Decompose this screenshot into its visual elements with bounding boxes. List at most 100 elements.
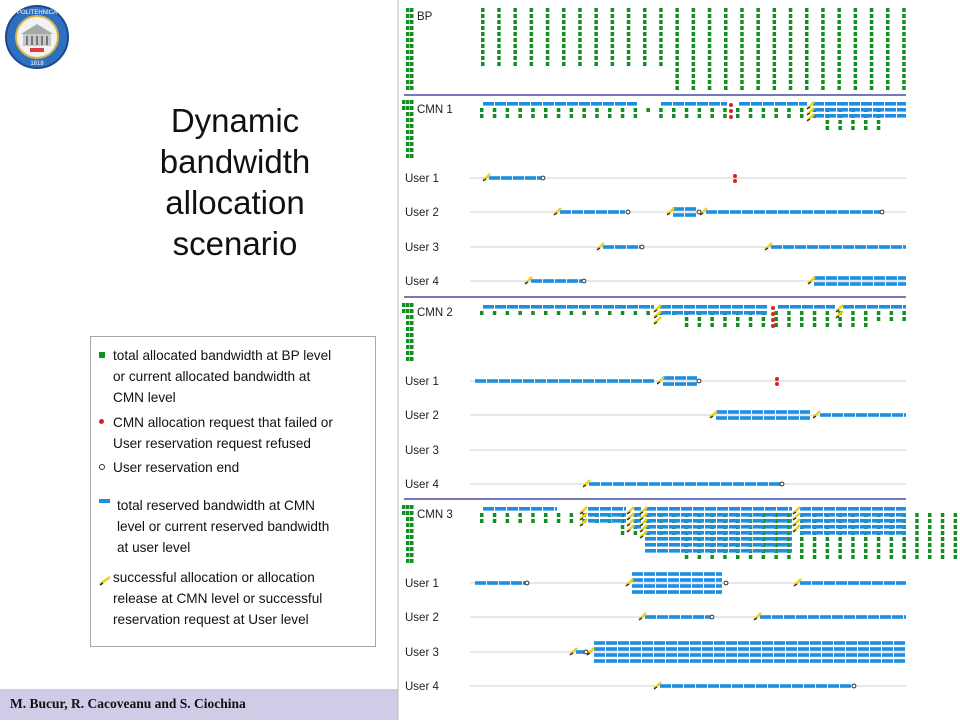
cmn-reserved-segment — [884, 525, 895, 529]
cmn-reserved-segment — [800, 507, 811, 511]
bp-axis-marks — [406, 74, 410, 78]
bp-bandwidth-column — [837, 44, 841, 48]
user-reserved-segment — [752, 410, 763, 414]
bp-bandwidth-column — [707, 50, 712, 54]
bp-bandwidth-column — [772, 74, 777, 78]
bp-bandwidth-column — [788, 74, 793, 78]
user-reserved-segment — [644, 578, 655, 582]
cmn-label: CMN 1 — [417, 104, 453, 116]
bp-bandwidth-column — [578, 32, 582, 36]
user-reserved-segment — [750, 653, 761, 657]
cmn-reserved-segment — [824, 513, 835, 517]
user-reserved-segment — [774, 659, 785, 663]
user-reserved-segment — [595, 379, 606, 383]
cmn-allocated-column — [492, 108, 497, 112]
bp-bandwidth-column — [724, 86, 728, 90]
cmn-reserved-segment — [588, 519, 599, 523]
user-reserved-segment — [656, 590, 667, 594]
cmn-reserved-segment — [672, 311, 683, 315]
cmn-reserved-segment — [603, 102, 614, 106]
user-label: User 4 — [405, 479, 439, 491]
bp-bandwidth-column — [675, 80, 679, 84]
user-reserved-segment — [788, 416, 799, 420]
cmn-reserved-segment — [624, 519, 626, 523]
cmn-reserved-segment — [837, 114, 848, 118]
user-reserved-segment — [786, 653, 797, 657]
cmn-allocated-column — [953, 531, 958, 535]
cmn-allocated-column — [710, 555, 714, 559]
legend-text: successful allocation or allocation rele… — [113, 570, 323, 627]
user-reserved-segment — [672, 684, 683, 688]
bp-bandwidth-column — [675, 74, 679, 78]
bp-axis-marks — [406, 56, 410, 60]
bp-bandwidth-column — [562, 14, 566, 18]
bp-bandwidth-column — [837, 56, 841, 60]
cmn-axis-marks — [410, 321, 414, 325]
user-reserved-segment — [475, 379, 486, 383]
cmn-allocated-column — [915, 537, 919, 541]
bp-bandwidth-column — [740, 86, 744, 90]
cmn-allocated-column — [774, 531, 778, 535]
user-reserved-segment — [800, 410, 810, 414]
cmn-reserved-segment — [657, 543, 668, 547]
bp-bandwidth-column — [724, 38, 728, 42]
user-reserved-segment — [714, 659, 725, 663]
bp-bandwidth-column — [578, 26, 582, 30]
cmn-allocated-column — [710, 114, 714, 118]
bp-bandwidth-column — [724, 14, 728, 18]
cmn-allocated-column — [659, 114, 663, 118]
user-success-check — [524, 281, 529, 285]
cmn-reserved-segment — [800, 513, 811, 517]
cmn-allocated-column — [838, 120, 842, 124]
user-reserved-segment — [738, 641, 749, 645]
cmn-allocated-column — [518, 311, 522, 315]
cmn-allocated-column — [761, 317, 766, 321]
bp-bandwidth-column — [724, 68, 728, 72]
cmn-allocated-column — [902, 311, 906, 315]
user-reserved-segment — [810, 659, 821, 663]
cmn-reserved-segment — [669, 531, 680, 535]
cmn-allocated-column — [953, 537, 958, 541]
cmn-allocated-column — [492, 519, 497, 523]
cmn-success-check — [579, 512, 588, 520]
cmn-allocated-column — [864, 323, 868, 327]
bp-bandwidth-column — [643, 62, 647, 66]
user-reserved-segment — [874, 282, 885, 286]
cmn-reserved-segment — [693, 531, 704, 535]
bp-bandwidth-column — [675, 8, 679, 12]
bp-bandwidth-column — [659, 20, 663, 24]
cmn-reserved-segment — [873, 102, 884, 106]
cmn-allocated-column — [480, 108, 484, 112]
title-line: allocation — [165, 184, 305, 221]
cmn-reserved-segment — [588, 507, 599, 511]
cmn-reserved-segment — [753, 507, 764, 511]
cmn-success-check — [579, 506, 588, 514]
bp-bandwidth-column — [886, 38, 890, 42]
cmn-allocated-column — [953, 543, 958, 547]
cmn-axis-marks — [406, 124, 410, 128]
user-reserved-segment — [870, 641, 881, 645]
cmn-axis-marks — [402, 309, 406, 313]
user-reserved-segment — [776, 416, 787, 420]
user-success-check — [638, 617, 643, 621]
bp-bandwidth-column — [610, 38, 615, 42]
cmn-reserved-segment — [744, 311, 755, 315]
cmn-failed-request — [771, 318, 775, 322]
bp-axis-marks — [410, 56, 414, 60]
bp-bandwidth-column — [691, 86, 696, 90]
user-reserved-segment — [675, 382, 686, 386]
cmn-allocated-column — [761, 108, 766, 112]
bp-axis-marks — [410, 14, 414, 18]
cmn-reserved-segment — [879, 305, 890, 309]
cmn-allocated-column — [505, 513, 510, 517]
user-reserved-segment — [704, 578, 715, 582]
cmn-reserved-segment — [483, 102, 494, 106]
bp-bandwidth-column — [707, 68, 712, 72]
user-reserved-segment — [892, 615, 903, 619]
cmn-allocated-column — [812, 317, 817, 321]
bp-bandwidth-column — [853, 14, 858, 18]
user-reserved-segment — [868, 615, 879, 619]
cmn-axis-marks — [410, 315, 414, 319]
user-reserved-segment — [656, 572, 667, 576]
user-reserved-segment — [511, 581, 522, 585]
